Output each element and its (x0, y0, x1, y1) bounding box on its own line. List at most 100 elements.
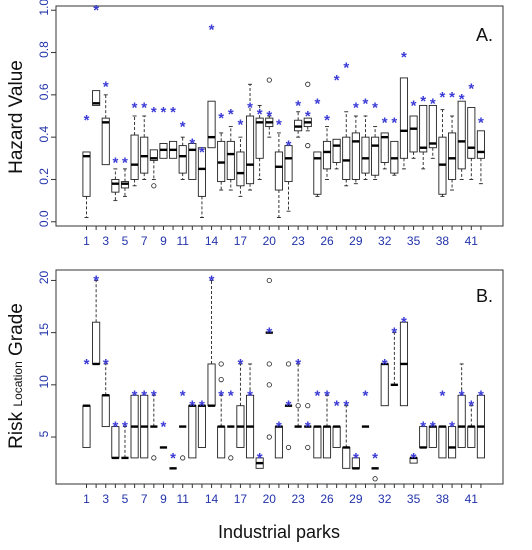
box-body (236, 151, 245, 187)
x-tick-label: 26 (320, 492, 334, 506)
star-marker: * (132, 387, 138, 404)
box-body (342, 136, 351, 180)
box-park-31: * (371, 450, 379, 482)
outlier-point (151, 455, 157, 461)
box-body (380, 132, 389, 163)
star-marker: * (391, 114, 397, 131)
star-marker: * (478, 114, 484, 131)
box-park-38: * (438, 387, 447, 459)
x-tick-label: 5 (122, 234, 129, 248)
box-park-34: * (399, 314, 409, 407)
box-park-27: * (332, 72, 341, 170)
box-body (226, 140, 235, 180)
star-marker: * (363, 95, 369, 112)
star-marker: * (353, 450, 359, 467)
outlier-point (305, 143, 311, 149)
star-marker: * (343, 59, 349, 76)
box-body (438, 426, 447, 459)
x-tick-label: 32 (378, 492, 392, 506)
star-marker: * (420, 93, 426, 110)
box-body (274, 151, 283, 191)
panel-b-y-axis: 5 10 15 20 (37, 270, 56, 438)
box-body (207, 363, 216, 407)
outlier-point (305, 403, 311, 409)
box-body (342, 447, 351, 469)
panel-a-x-axis: 1 3 5 7 9 11 14 17 20 23 26 29 32 35 38 41 (83, 226, 482, 248)
box-park-8: * (150, 387, 158, 461)
box-body (245, 115, 255, 185)
outlier-point (285, 444, 292, 451)
box-park-35: * (409, 97, 418, 159)
box-park-16: * (226, 106, 235, 191)
x-tick-label: 29 (349, 234, 363, 248)
box-park-22: * (284, 138, 293, 212)
box-park-21: * (274, 419, 283, 459)
box-park-13: * (197, 398, 206, 448)
box-park-34: * (399, 49, 409, 170)
star-marker: * (305, 419, 311, 436)
box-park-19: * (255, 450, 264, 469)
x-tick-label: 20 (263, 492, 277, 506)
outlier-point (218, 377, 224, 383)
x-tick-label: 17 (234, 234, 248, 248)
star-marker: * (334, 72, 340, 89)
outlier-point (266, 361, 272, 367)
x-tick-label: 9 (160, 234, 167, 248)
box-body (92, 321, 101, 365)
star-marker: * (372, 450, 378, 467)
star-marker: * (209, 21, 215, 38)
star-marker: * (459, 387, 465, 404)
star-marker: * (189, 136, 195, 153)
box-park-42: * (476, 114, 485, 185)
x-tick-label: 5 (122, 492, 129, 506)
box-park-6: * (130, 100, 139, 187)
box-park-13: * (197, 144, 206, 218)
star-marker: * (161, 419, 167, 436)
star-marker: * (189, 398, 195, 415)
star-marker: * (180, 387, 186, 404)
x-tick-label: 32 (378, 234, 392, 248)
star-marker: * (112, 419, 118, 436)
box-body (149, 149, 158, 161)
panel-a-boxes: **** ** * * * *** *** *** * * ********* * ** *** * * * * *… (82, 2, 485, 218)
star-marker: * (391, 325, 397, 342)
box-park-4: * (111, 155, 120, 202)
box-body (255, 117, 264, 159)
outlier-point (218, 361, 224, 367)
box-park-28: * (342, 398, 351, 469)
star-marker: * (247, 100, 253, 117)
star-marker: * (266, 325, 272, 342)
y-tick-label: 0.4 (37, 125, 51, 142)
y-axis-label-part-risk: Risk (6, 407, 27, 449)
x-tick-label: 1 (83, 492, 90, 506)
box-body (82, 405, 91, 448)
star-marker: * (199, 144, 205, 161)
box-park-33: * (390, 325, 398, 387)
star-marker: * (161, 104, 167, 121)
box-park-9: * (159, 419, 168, 449)
box-park-39: * (448, 89, 457, 191)
box-park-5: * (121, 419, 129, 460)
star-marker: * (459, 91, 465, 108)
box-body (332, 426, 341, 448)
outlier-point (180, 455, 186, 461)
y-tick-label: 0.0 (37, 210, 51, 227)
box-park-22: * (284, 361, 293, 451)
y-tick-label: 15 (37, 323, 51, 337)
star-marker: * (411, 450, 417, 467)
x-tick-label: 35 (407, 492, 421, 506)
star-marker: * (141, 100, 147, 117)
y-tick-label: 0.2 (37, 168, 51, 185)
box-body (188, 143, 197, 180)
star-marker: * (430, 95, 436, 112)
box-body (101, 394, 110, 428)
x-tick-label: 11 (176, 492, 189, 506)
star-marker: * (199, 398, 205, 415)
star-marker: * (286, 398, 292, 415)
y-tick-label: 10 (37, 375, 51, 389)
y-axis-label-part-grade: Grade (6, 303, 27, 356)
panel-b-x-axis: 1 3 5 7 9 11 14 17 20 23 26 29 32 35 38 41 (83, 484, 482, 506)
